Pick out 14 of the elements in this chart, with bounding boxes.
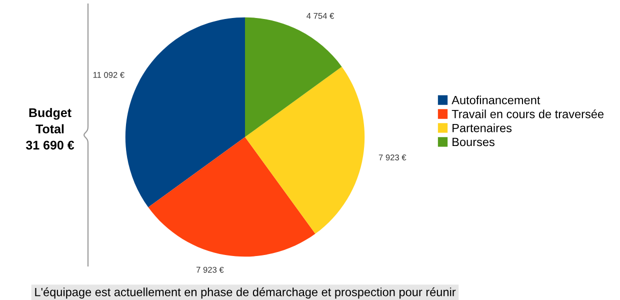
text: Budget Total 31 690 € (26, 108, 74, 150)
data-label: 4 754 € (306, 12, 334, 19)
pie-slice (245, 17, 342, 137)
legend-label: Autofinancement (452, 96, 540, 104)
legend-label: Bourses (452, 138, 494, 146)
legend-label: Partenaires (452, 124, 512, 132)
text: L'équipage est actuellement en phase de démarchage et prospection pour réunir (35, 287, 456, 299)
pie-slice (125, 17, 245, 208)
pie-slice (245, 66, 365, 234)
data-label: 7 923 € (378, 154, 406, 160)
data-label: 11 092 € (93, 72, 124, 78)
data-label: 7 923 € (196, 266, 224, 273)
pie-slice (148, 137, 316, 257)
legend-label: Travail en cours de traversée (452, 109, 604, 118)
